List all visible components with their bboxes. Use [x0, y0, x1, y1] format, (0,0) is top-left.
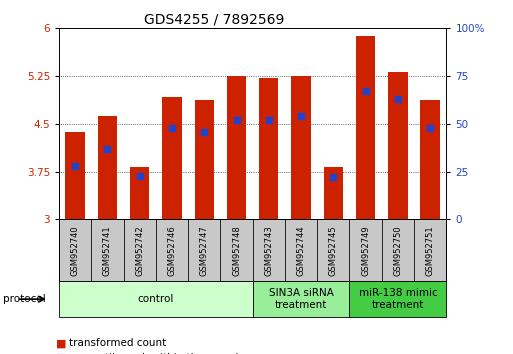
- Text: GDS4255 / 7892569: GDS4255 / 7892569: [144, 12, 284, 27]
- Text: GSM952743: GSM952743: [264, 225, 273, 276]
- Bar: [349, 281, 446, 317]
- Bar: [388, 72, 407, 219]
- Bar: [317, 219, 349, 281]
- Bar: [97, 116, 117, 219]
- Text: control: control: [137, 294, 174, 304]
- Text: GSM952742: GSM952742: [135, 225, 144, 276]
- Bar: [227, 76, 246, 219]
- Bar: [349, 219, 382, 281]
- Text: ■: ■: [56, 338, 67, 348]
- Text: SIN3A siRNA
treatment: SIN3A siRNA treatment: [269, 288, 333, 310]
- Bar: [156, 219, 188, 281]
- Bar: [59, 281, 252, 317]
- Text: GSM952741: GSM952741: [103, 225, 112, 276]
- Bar: [252, 219, 285, 281]
- Text: GSM952749: GSM952749: [361, 225, 370, 276]
- Bar: [285, 219, 317, 281]
- Bar: [162, 97, 182, 219]
- Bar: [259, 78, 279, 219]
- Bar: [252, 281, 349, 317]
- Bar: [91, 219, 124, 281]
- Text: GSM952748: GSM952748: [232, 225, 241, 276]
- Text: percentile rank within the sample: percentile rank within the sample: [69, 353, 245, 354]
- Bar: [382, 219, 414, 281]
- Text: GSM952750: GSM952750: [393, 225, 402, 276]
- Bar: [356, 36, 376, 219]
- Text: GSM952746: GSM952746: [167, 225, 176, 276]
- Bar: [124, 219, 156, 281]
- Bar: [188, 219, 221, 281]
- Text: protocol: protocol: [3, 294, 45, 304]
- Text: miR-138 mimic
treatment: miR-138 mimic treatment: [359, 288, 437, 310]
- Bar: [59, 219, 91, 281]
- Text: GSM952747: GSM952747: [200, 225, 209, 276]
- Bar: [194, 100, 214, 219]
- Text: GSM952744: GSM952744: [297, 225, 306, 276]
- Bar: [421, 100, 440, 219]
- Text: transformed count: transformed count: [69, 338, 167, 348]
- Bar: [130, 167, 149, 219]
- Text: GSM952740: GSM952740: [71, 225, 80, 276]
- Text: ■: ■: [56, 353, 67, 354]
- Bar: [324, 167, 343, 219]
- Bar: [291, 76, 311, 219]
- Text: GSM952745: GSM952745: [329, 225, 338, 276]
- Text: GSM952751: GSM952751: [426, 225, 435, 276]
- Bar: [66, 132, 85, 219]
- Bar: [414, 219, 446, 281]
- Bar: [221, 219, 252, 281]
